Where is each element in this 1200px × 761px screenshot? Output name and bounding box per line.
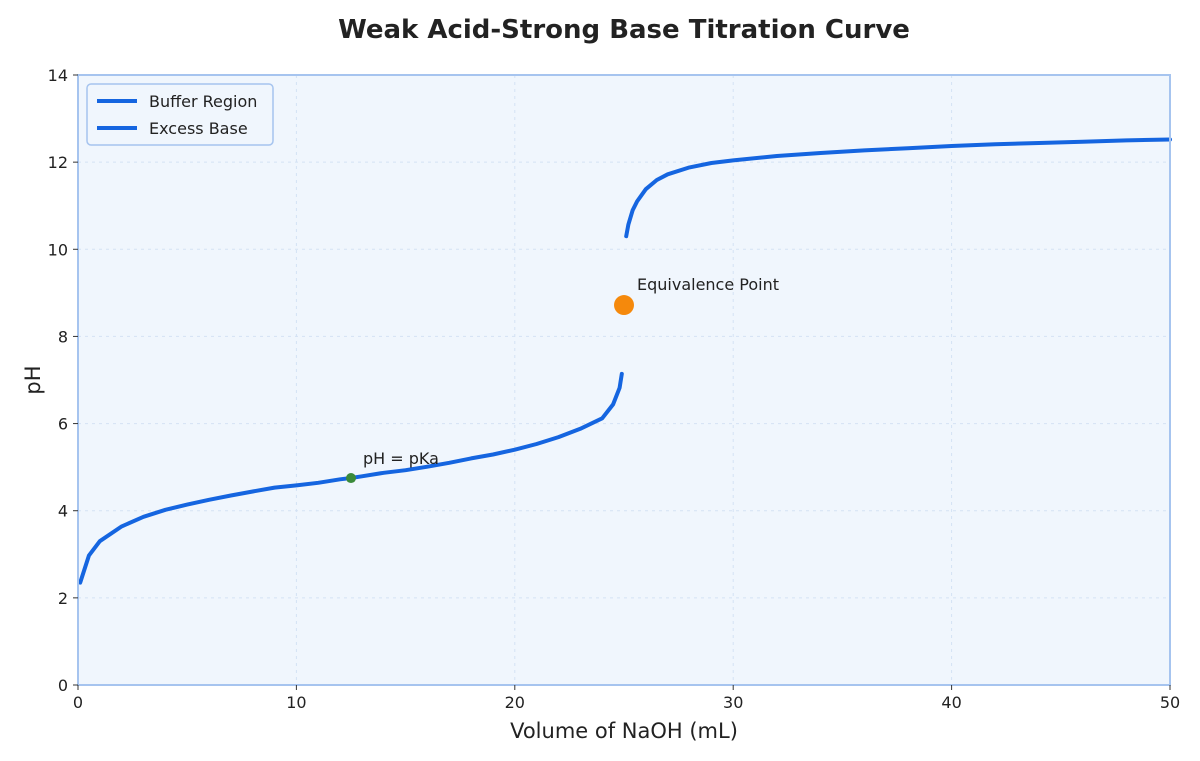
points-layer: Equivalence Point pH = pKa <box>346 275 779 484</box>
x-tick-label: 50 <box>1160 693 1180 712</box>
y-tick-label: 12 <box>48 153 68 172</box>
y-axis-label: pH <box>21 365 45 394</box>
y-tick-label: 8 <box>58 327 68 346</box>
equivalence-point-marker <box>614 295 634 316</box>
plot-frame <box>77 74 1171 686</box>
y-tick-label: 4 <box>58 502 68 521</box>
pka-point-marker <box>346 473 356 484</box>
y-tick-label: 10 <box>48 240 68 259</box>
x-tick-label: 40 <box>941 693 961 712</box>
series-line-buffer-region <box>78 371 624 585</box>
equivalence-point-label: Equivalence Point <box>637 275 779 294</box>
axis-ticks: 0 10 20 30 40 50 0 2 4 6 8 10 12 14 <box>48 66 1181 712</box>
chart-title: Weak Acid-Strong Base Titration Curve <box>338 15 910 45</box>
series-line-excess-base <box>624 137 1172 239</box>
pka-point-label: pH = pKa <box>363 449 439 468</box>
y-tick-label: 2 <box>58 589 68 608</box>
series-layer <box>78 137 1172 585</box>
x-tick-label: 10 <box>286 693 306 712</box>
legend: Buffer Region Excess Base <box>86 83 274 146</box>
grid-lines <box>77 74 1171 686</box>
y-tick-label: 6 <box>58 415 68 434</box>
legend-label-buffer-region: Buffer Region <box>149 92 257 111</box>
y-tick-label: 14 <box>48 66 68 85</box>
x-tick-label: 20 <box>505 693 525 712</box>
y-tick-label: 0 <box>58 676 68 695</box>
x-tick-label: 0 <box>73 693 83 712</box>
x-axis-label: Volume of NaOH (mL) <box>510 719 738 743</box>
x-tick-label: 30 <box>723 693 743 712</box>
legend-label-excess-base: Excess Base <box>149 119 248 138</box>
plot-area <box>78 75 1170 685</box>
